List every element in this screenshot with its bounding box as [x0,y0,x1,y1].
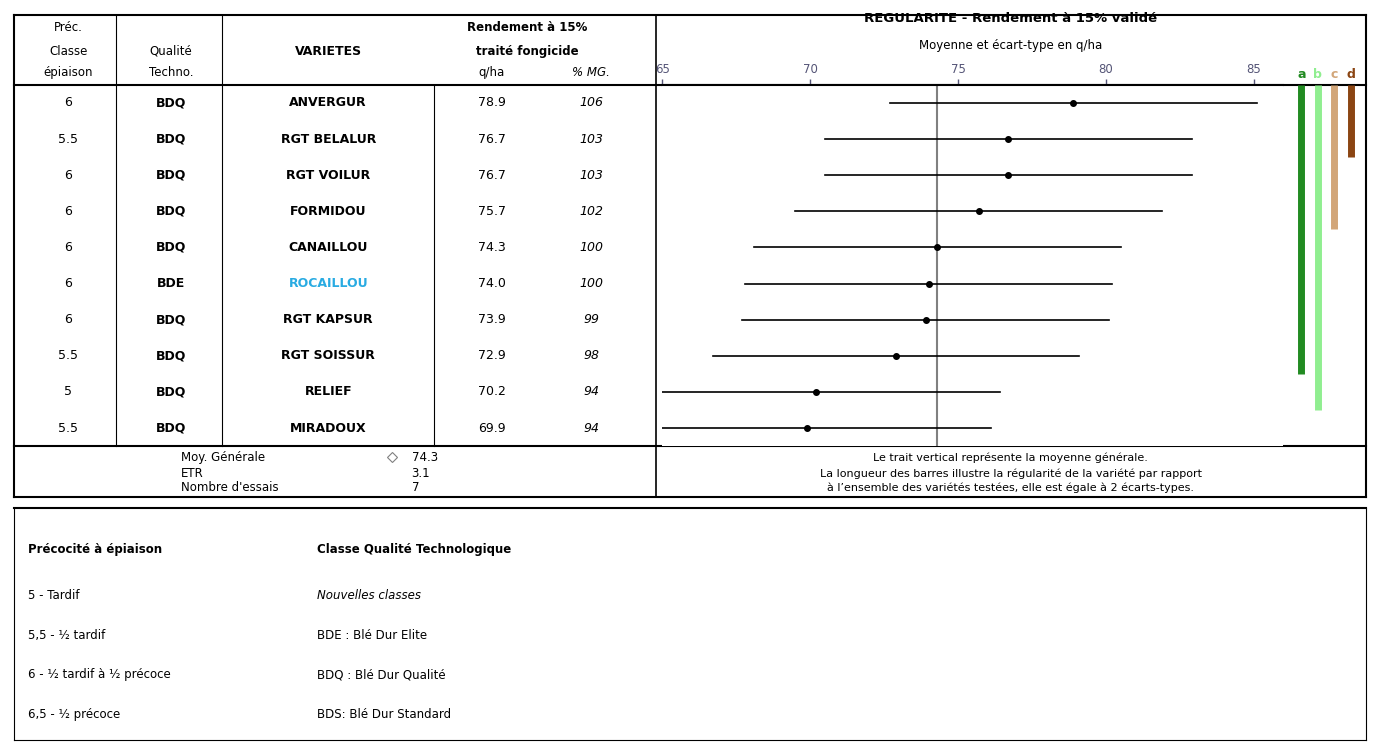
Text: 78.9: 78.9 [477,96,506,109]
Text: 102: 102 [580,205,603,218]
Text: 94: 94 [584,385,599,398]
Text: Moy. Générale: Moy. Générale [181,450,265,464]
Text: RELIEF: RELIEF [305,385,352,398]
Text: Rendement à 15%: Rendement à 15% [466,21,588,34]
Text: 5.5: 5.5 [58,421,79,435]
Text: 74.3: 74.3 [477,241,505,254]
Text: traité fongicide: traité fongicide [476,45,578,58]
Text: Nombre d'essais: Nombre d'essais [181,481,279,495]
Text: RGT VOILUR: RGT VOILUR [286,169,370,182]
Text: d: d [1347,68,1355,81]
Text: ROCAILLOU: ROCAILLOU [288,277,368,290]
Text: 5,5 - ½ tardif: 5,5 - ½ tardif [28,629,105,642]
Text: BDQ: BDQ [156,241,186,254]
Text: 98: 98 [584,350,599,362]
Text: REGULARITE - Rendement à 15% validé: REGULARITE - Rendement à 15% validé [864,12,1158,25]
Text: a: a [1297,68,1305,81]
Text: Techno.: Techno. [149,66,193,78]
Text: épiaison: épiaison [44,66,92,78]
Text: 100: 100 [580,277,603,290]
Text: 6: 6 [65,205,72,218]
Text: 74.3: 74.3 [411,450,437,464]
Text: à l’ensemble des variétés testées, elle est égale à 2 écarts-types.: à l’ensemble des variétés testées, elle … [828,483,1194,493]
Text: Classe Qualité Technologique: Classe Qualité Technologique [317,543,512,557]
Text: Qualité: Qualité [149,45,192,58]
Text: BDE: BDE [157,277,185,290]
Text: La longueur des barres illustre la régularité de la variété par rapport: La longueur des barres illustre la régul… [820,468,1202,480]
Text: Préc.: Préc. [54,21,83,34]
Text: BDQ: BDQ [156,96,186,109]
Text: 5.5: 5.5 [58,132,79,146]
Text: 3.1: 3.1 [411,468,431,480]
Text: VARIETES: VARIETES [295,45,362,58]
Text: 6: 6 [65,241,72,254]
Text: Précocité à épiaison: Précocité à épiaison [28,543,161,557]
Text: 6,5 - ½ précoce: 6,5 - ½ précoce [28,707,120,721]
Text: 103: 103 [580,169,603,182]
Text: q/ha: q/ha [479,66,505,78]
Text: c: c [1330,68,1339,81]
Text: 6: 6 [65,277,72,290]
Text: BDQ: BDQ [156,205,186,218]
Text: 5 - Tardif: 5 - Tardif [28,589,79,603]
Text: 103: 103 [580,132,603,146]
Text: 73.9: 73.9 [477,313,505,326]
Text: BDQ: BDQ [156,385,186,398]
Text: BDQ : Blé Dur Qualité: BDQ : Blé Dur Qualité [317,668,446,681]
Text: 76.7: 76.7 [477,132,506,146]
Text: Moyenne et écart-type en q/ha: Moyenne et écart-type en q/ha [919,39,1103,52]
Text: 100: 100 [580,241,603,254]
Text: Classe: Classe [50,45,87,58]
Text: 72.9: 72.9 [477,350,505,362]
Text: BDQ: BDQ [156,313,186,326]
Text: FORMIDOU: FORMIDOU [290,205,367,218]
Text: 75.7: 75.7 [477,205,506,218]
Text: 6 - ½ tardif à ½ précoce: 6 - ½ tardif à ½ précoce [28,668,170,681]
Text: RGT KAPSUR: RGT KAPSUR [283,313,373,326]
Text: BDQ: BDQ [156,350,186,362]
Text: 99: 99 [584,313,599,326]
Text: BDQ: BDQ [156,169,186,182]
Text: ETR: ETR [181,468,203,480]
Text: BDQ: BDQ [156,132,186,146]
Text: Le trait vertical représente la moyenne générale.: Le trait vertical représente la moyenne … [874,452,1148,462]
Text: BDQ: BDQ [156,421,186,435]
Text: CANAILLOU: CANAILLOU [288,241,368,254]
Text: 74.0: 74.0 [477,277,506,290]
Text: 106: 106 [580,96,603,109]
Text: 6: 6 [65,169,72,182]
Text: BDS: Blé Dur Standard: BDS: Blé Dur Standard [317,707,451,721]
Text: b: b [1314,68,1322,81]
Text: 94: 94 [584,421,599,435]
Text: 5.5: 5.5 [58,350,79,362]
Text: MIRADOUX: MIRADOUX [290,421,367,435]
Text: 69.9: 69.9 [477,421,505,435]
Text: 76.7: 76.7 [477,169,506,182]
Text: Nouvelles classes: Nouvelles classes [317,589,421,603]
Text: RGT SOISSUR: RGT SOISSUR [282,350,375,362]
Text: BDE : Blé Dur Elite: BDE : Blé Dur Elite [317,629,428,642]
Text: RGT BELALUR: RGT BELALUR [280,132,375,146]
Text: ANVERGUR: ANVERGUR [290,96,367,109]
Text: 6: 6 [65,313,72,326]
Text: 5: 5 [65,385,72,398]
Text: % MG.: % MG. [573,66,610,78]
Text: 7: 7 [411,481,420,495]
Text: 70.2: 70.2 [477,385,506,398]
Text: 6: 6 [65,96,72,109]
